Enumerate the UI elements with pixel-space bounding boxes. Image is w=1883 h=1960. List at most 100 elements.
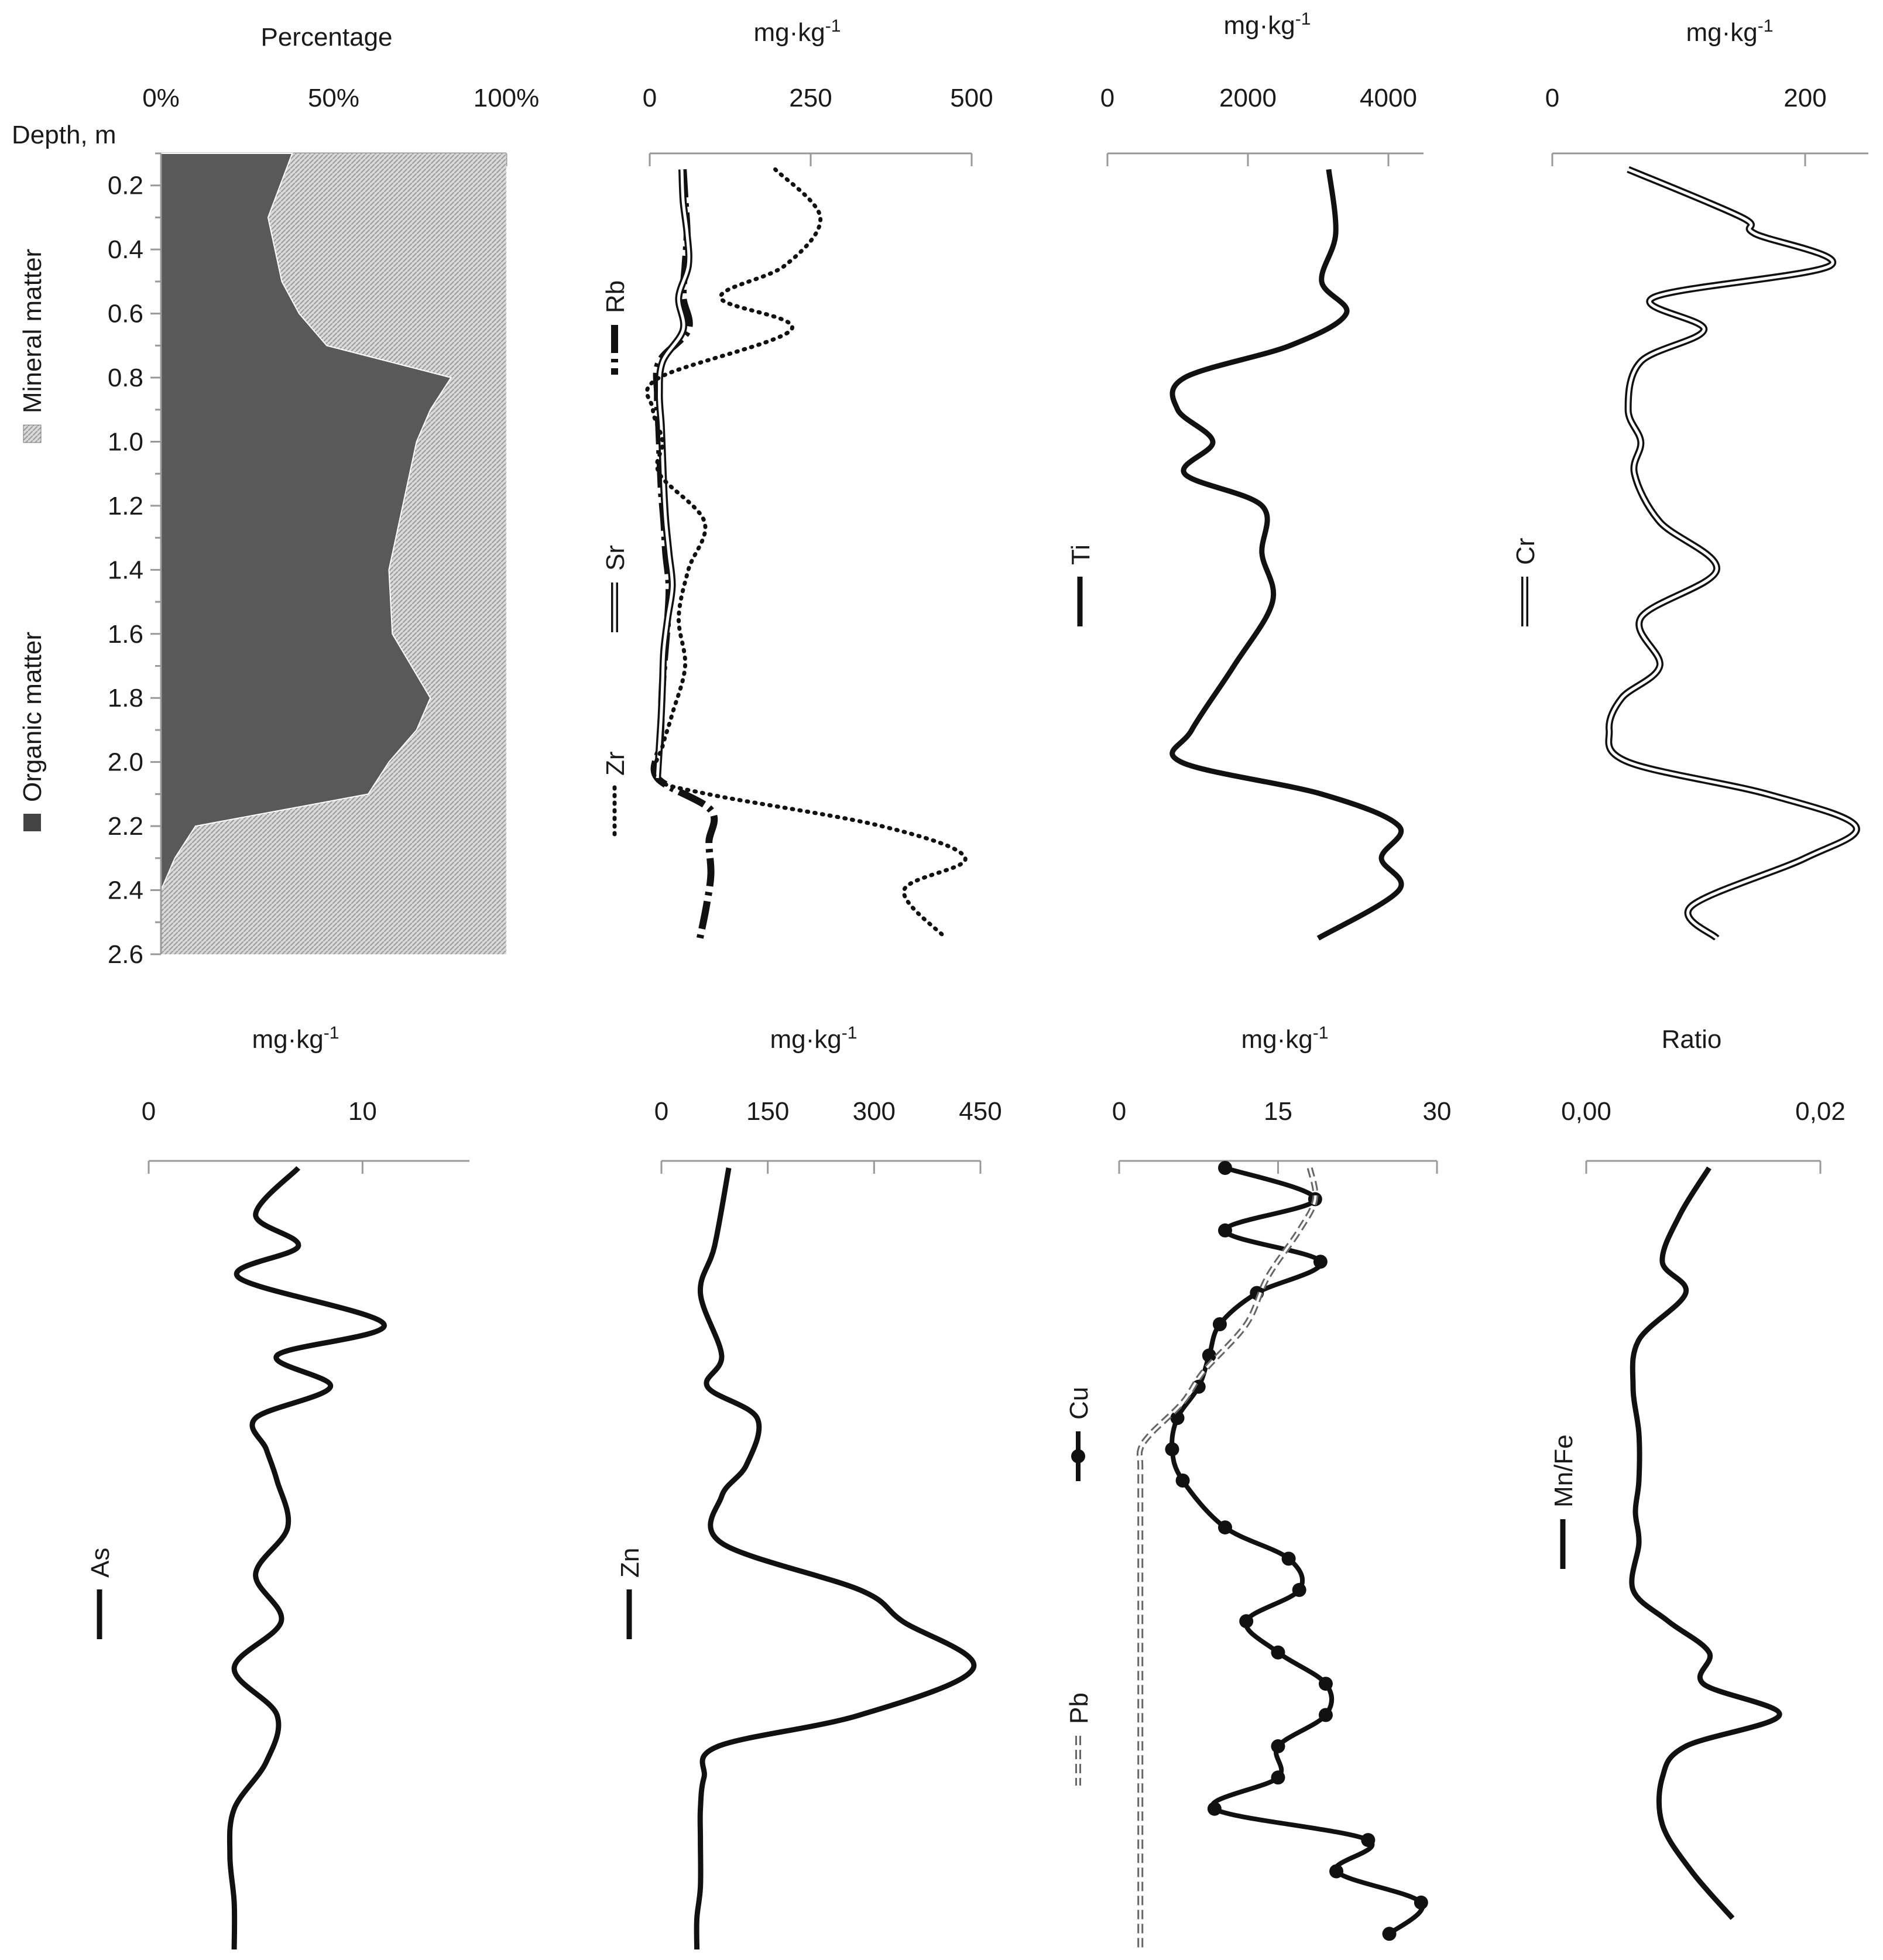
cu-data-point <box>1361 1833 1376 1848</box>
x-tick-label: 10 <box>348 1097 377 1126</box>
x-tick-label: 50% <box>308 84 359 112</box>
unit-label: mg·kg-1 <box>770 1023 858 1054</box>
depth-tick-label: 1.8 <box>108 684 143 712</box>
x-tick-label: 0% <box>142 84 180 112</box>
legend-label: Mn/Fe <box>1549 1434 1578 1507</box>
x-tick-label: 0,00 <box>1561 1097 1611 1126</box>
depth-tick-label: 2.0 <box>108 748 143 777</box>
depth-tick-label: 0.8 <box>108 364 143 392</box>
panel-5: mg·kg-1 0 10 As <box>86 1023 469 1950</box>
cu-data-point <box>1218 1223 1232 1238</box>
depth-tick-label: 1.2 <box>108 492 143 520</box>
x-tick-label: 0 <box>1545 84 1559 112</box>
legend-label: Cr <box>1511 538 1540 565</box>
cu-data-point <box>1207 1801 1222 1816</box>
panel-3: mg·kg-1 0 2000 4000 Ti <box>1066 9 1424 941</box>
cu-data-point <box>1165 1442 1179 1457</box>
cu-data-point <box>1292 1582 1306 1597</box>
x-tick-label: 0,02 <box>1795 1097 1846 1126</box>
legend-entry-ti: Ti <box>1066 544 1095 626</box>
cu-data-point <box>1382 1927 1397 1941</box>
depth-tick-label: 2.2 <box>108 812 143 841</box>
legend-swatch-mineral <box>23 424 42 443</box>
cu-data-point <box>1271 1645 1285 1660</box>
series-line-zn <box>694 1167 977 1950</box>
unit-label: mg·kg-1 <box>1224 9 1311 40</box>
cu-data-point <box>1318 1677 1333 1691</box>
cu-data-point <box>1212 1317 1227 1331</box>
legend-label: Zr <box>601 751 630 776</box>
unit-base: mg·kg <box>1686 18 1758 47</box>
unit-label: mg·kg-1 <box>754 16 841 47</box>
cu-data-point <box>1313 1255 1328 1269</box>
cu-data-point <box>1271 1770 1285 1785</box>
cu-data-point <box>1414 1895 1428 1910</box>
depth-tick-label: 1.4 <box>108 556 143 584</box>
cu-data-point <box>1271 1739 1285 1753</box>
depth-tick-label: 0.2 <box>108 172 143 200</box>
cu-data-point <box>1218 1161 1232 1175</box>
series-line-cr <box>1605 166 1860 941</box>
x-tick-label: 200 <box>1783 84 1826 112</box>
x-tick-label: 0 <box>142 1097 156 1126</box>
x-tick-label: 450 <box>959 1097 1001 1126</box>
legend-label-organic: Organic matter <box>18 632 47 802</box>
unit-exponent: -1 <box>1758 16 1774 36</box>
legend-entry-pb: Pb <box>1065 1692 1093 1786</box>
unit-label: Ratio <box>1662 1025 1722 1054</box>
unit-base: mg·kg <box>754 18 825 47</box>
x-tick-label: 0 <box>654 1097 668 1126</box>
cu-data-point <box>1239 1614 1254 1629</box>
organic-matter-area <box>160 153 452 954</box>
unit-exponent: -1 <box>1295 9 1311 29</box>
x-tick-label: 500 <box>950 84 993 112</box>
cu-data-point <box>1170 1411 1185 1426</box>
x-tick-label: 4000 <box>1360 84 1417 112</box>
unit-label: mg·kg-1 <box>252 1023 339 1054</box>
x-tick-label: 100% <box>474 84 540 112</box>
legend-swatch-organic <box>23 814 41 831</box>
unit-base: mg·kg <box>252 1025 324 1054</box>
unit-label: Percentage <box>260 23 392 52</box>
panel-2: mg·kg-1 0 250 500 Rb Sr Zr <box>601 16 993 941</box>
x-tick-label: 250 <box>789 84 832 112</box>
unit-exponent: -1 <box>1313 1023 1329 1043</box>
x-tick-label: 0 <box>1112 1097 1126 1126</box>
x-tick-label: 150 <box>746 1097 789 1126</box>
legend-symbol-dot <box>1071 1449 1085 1464</box>
unit-label: mg·kg-1 <box>1241 1023 1329 1054</box>
x-tick-label: 15 <box>1264 1097 1292 1126</box>
legend-entry-rb: Rb <box>601 280 630 375</box>
legend-label: Ti <box>1066 544 1095 565</box>
legend-label-mineral: Mineral matter <box>18 249 47 413</box>
legend-label: Pb <box>1065 1692 1093 1724</box>
series-line-ti <box>1169 169 1404 941</box>
legend-label: Rb <box>601 280 630 313</box>
x-tick-label: 2000 <box>1219 84 1277 112</box>
x-tick-label: 30 <box>1423 1097 1452 1126</box>
legend-entry-cr: Cr <box>1511 538 1540 626</box>
series-line-as <box>227 1166 387 1950</box>
series-line-cr <box>1607 168 1858 940</box>
depth-axis-title: Depth, m <box>12 121 116 149</box>
unit-base: mg·kg <box>1224 11 1295 40</box>
cu-data-point <box>1175 1474 1190 1488</box>
series-line-mn-fe <box>1629 1166 1782 1920</box>
cu-data-point <box>1218 1520 1232 1535</box>
panel-8: Ratio 0,00 0,02 Mn/Fe <box>1549 1025 1846 1920</box>
unit-exponent: -1 <box>842 1023 858 1043</box>
x-tick-label: 0 <box>643 84 657 112</box>
depth-tick-label: 1.6 <box>108 620 143 649</box>
legend-area-panel: Mineral matter Organic matter <box>18 249 47 831</box>
depth-tick-label: 0.4 <box>108 235 143 264</box>
panel-6: mg·kg-1 0 150 300 450 Zn <box>616 1023 1002 1950</box>
legend-label: Sr <box>601 545 630 571</box>
unit-label: mg·kg-1 <box>1686 16 1774 47</box>
depth-tick-label: 2.6 <box>108 940 143 969</box>
series-line-cu <box>1169 1166 1425 1936</box>
legend-label: Zn <box>616 1548 644 1578</box>
cu-data-point <box>1281 1551 1296 1566</box>
cu-data-point <box>1318 1708 1333 1722</box>
x-tick-label: 300 <box>853 1097 896 1126</box>
legend-entry-zn: Zn <box>616 1548 644 1639</box>
